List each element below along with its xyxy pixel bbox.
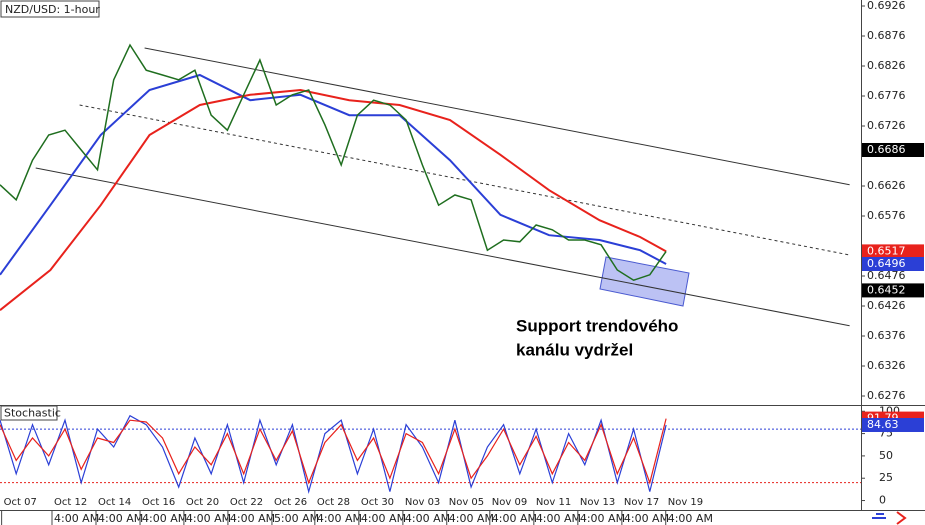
moving-average [0,88,667,311]
icon[interactable] [896,511,907,525]
x-time-label: 4:00 AM [449,512,494,525]
x-time-label: 4:00 AM [230,512,275,525]
x-tick-label: Oct 12 [54,497,87,508]
x-time-label: 4:00 AM [361,512,406,525]
x-tick-label: Nov 09 [492,497,527,508]
x-time-label: 4:00 AM [317,512,362,525]
x-tick-label: Nov 19 [668,497,703,508]
x-tick-label: Oct 26 [274,497,307,508]
chart-title: NZD/USD: 1-hour [5,3,100,16]
x-tick-label: Oct 22 [230,497,263,508]
y-tick-label: 0.6376 [867,329,906,342]
x-time-label: 4:00 AM [186,512,231,525]
channel-line [144,47,850,186]
price-tag-label: 0.6496 [867,257,906,270]
x-tick-label: Oct 07 [4,497,37,508]
icon[interactable] [872,513,886,519]
channel-line [35,167,850,327]
price-tag [862,244,924,259]
price-line [0,43,667,282]
x-tick-label: Oct 14 [98,497,131,508]
x-time-label: 5:00 AM [274,512,319,525]
price-tag [862,257,924,271]
x-tick-label: Nov 17 [624,497,659,508]
y-tick-label: 0.6776 [867,89,906,102]
x-time-label: 4:00 AM [492,512,537,525]
y-tick-label: 0.6426 [867,299,906,312]
y-tick-label: 25 [879,471,893,484]
indicator-tag-label: 84.63 [867,418,899,431]
x-time-label: 4:00 AM [405,512,450,525]
x-tick-label: Oct 20 [186,497,219,508]
y-tick-label: 0.6726 [867,119,906,132]
indicator-title: Stochastic [4,407,61,420]
y-tick-label: 0.6326 [867,359,906,372]
annotation: kanálu vydržel [516,340,633,359]
price-tag [862,143,924,157]
y-tick-label: 0 [879,494,886,507]
x-time-label: 4:00 AM [668,512,713,525]
indicator-box [0,405,58,421]
price-tag-label: 0.6452 [867,283,906,296]
x-time-label: 4:00 AM [624,512,669,525]
x-tick-label: Nov 13 [580,497,615,508]
price-tag [862,283,924,298]
x-tick-label: Oct 30 [361,497,394,508]
y-tick-label: 0.6276 [867,389,906,402]
y-tick-label: 0.6926 [867,0,906,12]
x-tick-label: Nov 11 [536,497,571,508]
channel-line [79,104,850,256]
x-tick-label: Nov 03 [405,497,440,508]
y-tick-label: 0.6626 [867,179,906,192]
highlight-box [599,256,690,307]
x-time-label: 4:00 AM [580,512,625,525]
x-time-label: 4:00 AM [98,512,143,525]
x-tick-label: Oct 28 [317,497,350,508]
x-tick-label: Oct 16 [142,497,175,508]
y-tick-label: 50 [879,449,893,462]
annotation: Support trendového [516,316,678,335]
x-time-label: 4:00 AM [142,512,187,525]
y-tick-label: 0.6576 [867,209,906,222]
price-tag-label: 0.6686 [867,143,906,156]
x-tick-label: Nov 05 [449,497,484,508]
y-tick-label: 0.6876 [867,29,906,42]
indicator-tag [862,417,924,432]
price-tag-label: 0.6517 [867,244,906,257]
stochastic-line [0,414,667,494]
moving-average [0,73,667,276]
title-box [0,0,100,18]
y-tick-label: 0.6476 [867,269,906,282]
stochastic-line [0,418,667,485]
y-tick-label: 0.6826 [867,59,906,72]
x-time-label: 4:00 AM [54,512,99,525]
x-time-label: 4:00 AM [536,512,581,525]
